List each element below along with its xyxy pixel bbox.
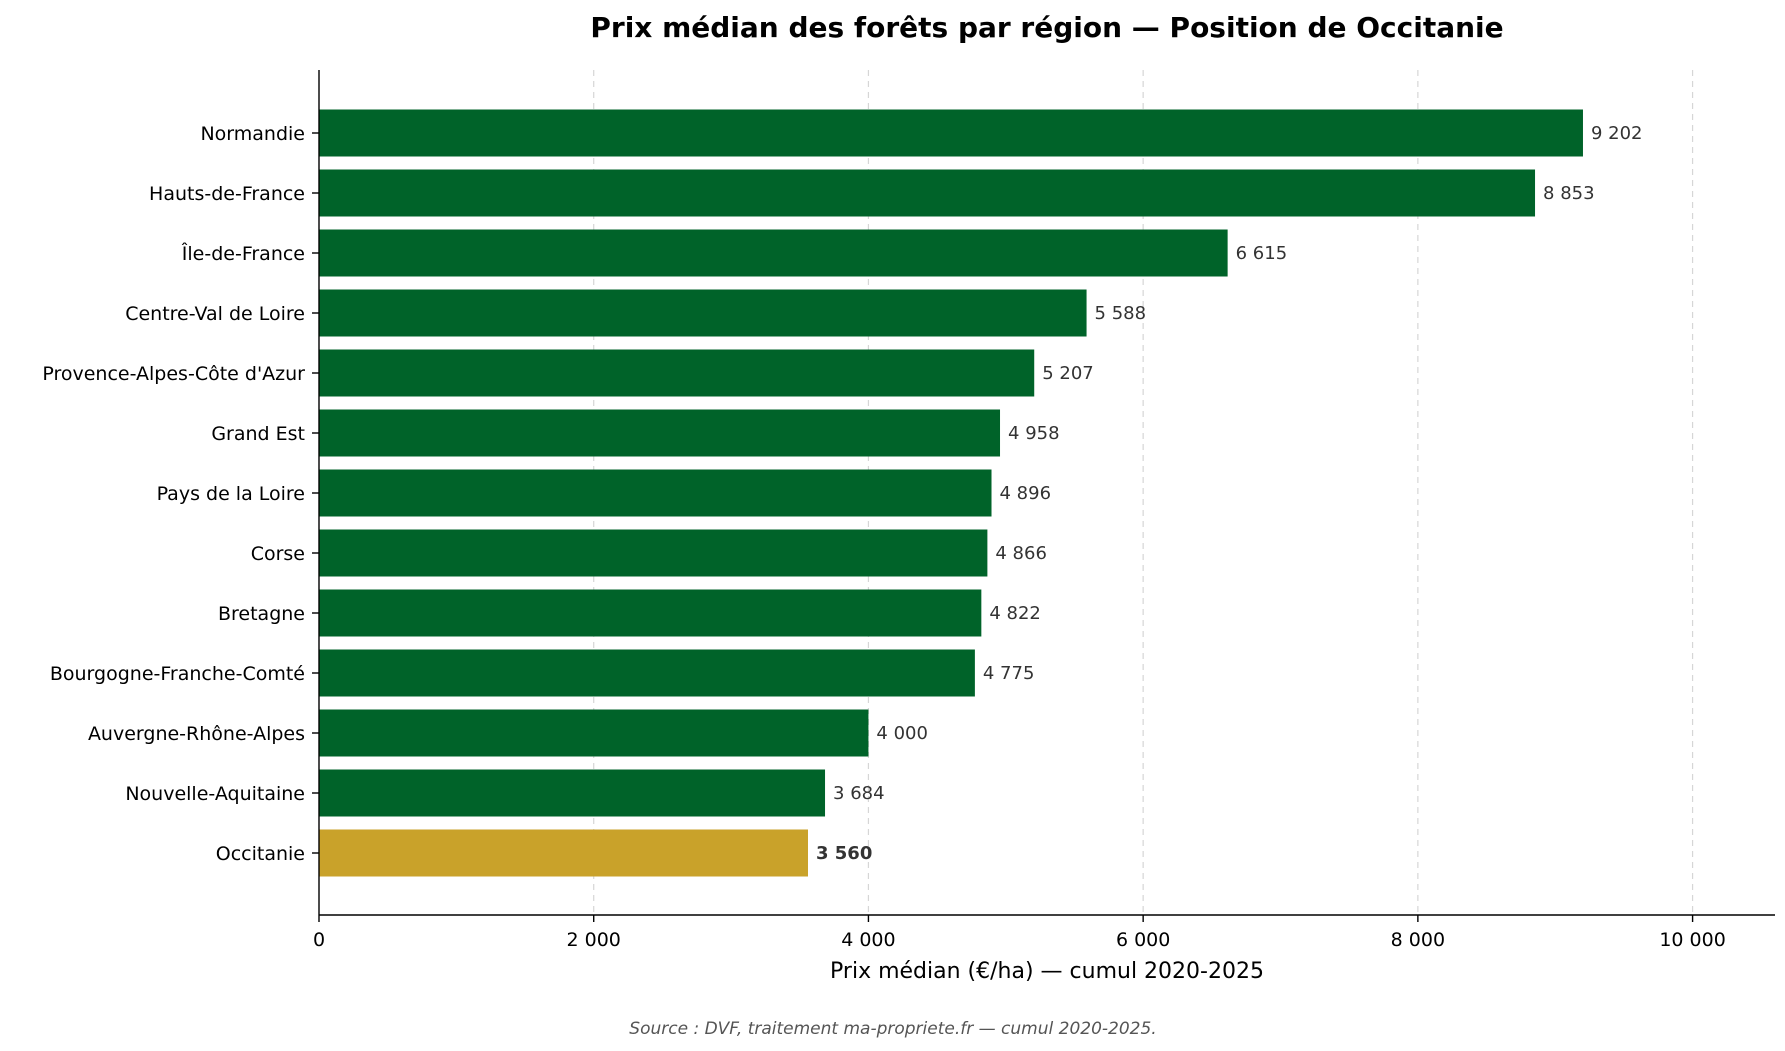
x-tick-label-2: 4 000 [841,929,895,951]
category-label-occitanie: Occitanie [216,843,305,865]
bar-auvergne-rhone-alpes [319,709,869,757]
value-label-centre-val-de-loire: 5 588 [1095,303,1147,324]
value-label-pays-de-la-loire: 4 896 [1000,483,1052,504]
category-labels: Normandie Hauts-de-France Île-de-France Cen… [42,123,319,865]
bar-ile-de-france [319,229,1228,277]
bar-bretagne [319,589,982,637]
value-labels: 9 202 8 853 6 615 5 588 5 207 4 958 4 896 4 866… [816,123,1643,864]
value-label-auvergne-rhone-alpes: 4 000 [876,723,928,744]
chart-title: Prix médian des forêts par région — Posi… [590,11,1503,44]
bar-hauts-de-france [319,169,1536,217]
category-label-bourgogne-franche-comte: Bourgogne-Franche-Comté [50,663,305,685]
category-label-hauts-de-france: Hauts-de-France [149,183,305,205]
source-note: Source : DVF, traitement ma-propriete.fr… [629,1019,1156,1039]
category-label-pays-de-la-loire: Pays de la Loire [157,483,305,505]
x-tick-label-5: 10 000 [1659,929,1725,951]
value-label-corse: 4 866 [995,543,1047,564]
value-label-bourgogne-franche-comte: 4 775 [983,663,1035,684]
bar-bourgogne-franche-comte [319,649,975,697]
category-label-centre-val-de-loire: Centre-Val de Loire [125,303,305,325]
x-tick-label-4: 8 000 [1391,929,1445,951]
bar-occitanie [319,829,808,877]
value-label-nouvelle-aquitaine: 3 684 [833,783,885,804]
bar-nouvelle-aquitaine [319,769,826,817]
bar-provence-alpes-cote-d-azur [319,349,1035,397]
category-label-nouvelle-aquitaine: Nouvelle-Aquitaine [125,783,305,805]
bars [319,109,1583,877]
x-axis-label: Prix médian (€/ha) — cumul 2020-2025 [830,959,1264,984]
category-label-normandie: Normandie [200,123,305,145]
category-label-corse: Corse [251,543,305,565]
bar-grand-est [319,409,1001,457]
value-label-hauts-de-france: 8 853 [1543,183,1595,204]
x-tick-label-0: 0 [313,929,325,951]
value-label-ile-de-france: 6 615 [1236,243,1288,264]
x-tick-label-1: 2 000 [567,929,621,951]
category-label-bretagne: Bretagne [218,603,305,625]
category-label-provence-alpes-cote-d-azur: Provence-Alpes-Côte d'Azur [42,363,305,385]
value-label-bretagne: 4 822 [989,603,1041,624]
bar-centre-val-de-loire [319,289,1087,337]
category-label-grand-est: Grand Est [211,423,305,445]
bar-pays-de-la-loire [319,469,992,517]
value-label-normandie: 9 202 [1591,123,1643,144]
category-label-ile-de-france: Île-de-France [181,242,305,265]
bar-normandie [319,109,1583,157]
value-label-provence-alpes-cote-d-azur: 5 207 [1042,363,1094,384]
bar-corse [319,529,988,577]
value-label-occitanie: 3 560 [816,843,872,864]
category-label-auvergne-rhone-alpes: Auvergne-Rhône-Alpes [88,723,305,745]
x-ticks: 0 2 000 4 000 6 000 8 000 10 000 [313,915,1726,951]
x-tick-label-3: 6 000 [1116,929,1170,951]
axes [318,70,1775,916]
value-label-grand-est: 4 958 [1008,423,1060,444]
